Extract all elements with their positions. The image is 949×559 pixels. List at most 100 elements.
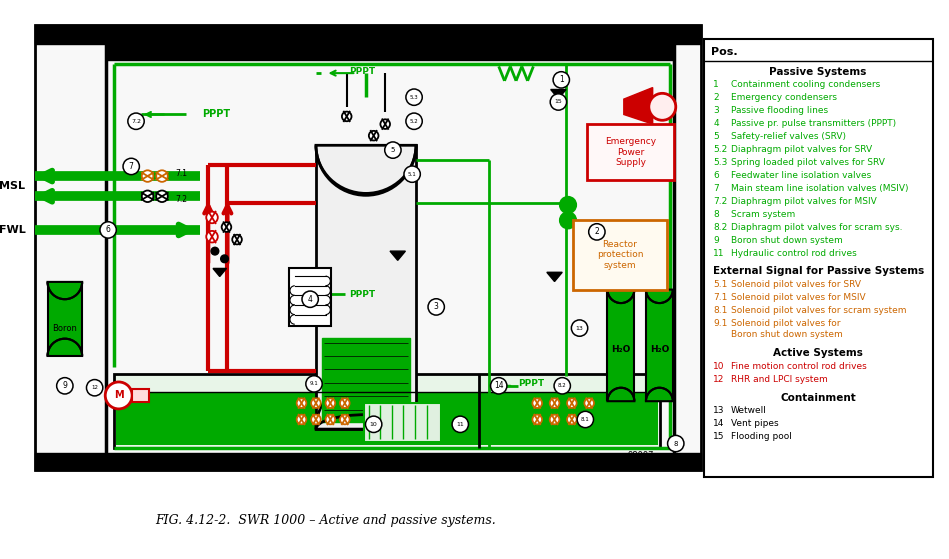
Text: 5.1: 5.1 bbox=[714, 280, 728, 290]
Circle shape bbox=[428, 299, 444, 315]
Text: 7.1: 7.1 bbox=[714, 293, 728, 302]
Text: Flooding pool: Flooding pool bbox=[731, 433, 791, 442]
Circle shape bbox=[452, 416, 469, 433]
Text: Emergency condensers: Emergency condensers bbox=[731, 93, 837, 102]
Wedge shape bbox=[607, 388, 634, 401]
Bar bbox=[35, 25, 700, 471]
Text: 9: 9 bbox=[714, 236, 719, 245]
Bar bbox=[322, 338, 410, 423]
Text: FWL: FWL bbox=[0, 225, 26, 235]
Text: FIG. 4.12-2.  SWR 1000 – Active and passive systems.: FIG. 4.12-2. SWR 1000 – Active and passi… bbox=[156, 514, 496, 527]
Polygon shape bbox=[550, 89, 567, 99]
Bar bbox=[646, 290, 673, 401]
Wedge shape bbox=[646, 388, 673, 401]
Text: 5.2: 5.2 bbox=[714, 145, 728, 154]
Text: 5.1: 5.1 bbox=[408, 172, 417, 177]
Text: 14: 14 bbox=[493, 381, 504, 390]
Text: 8.1: 8.1 bbox=[581, 417, 589, 422]
Text: 1: 1 bbox=[559, 75, 564, 84]
Text: 5.3: 5.3 bbox=[410, 94, 419, 100]
Bar bbox=[114, 375, 661, 448]
Circle shape bbox=[342, 112, 351, 121]
Text: 2: 2 bbox=[594, 228, 599, 236]
Text: 10: 10 bbox=[370, 422, 378, 427]
Circle shape bbox=[588, 224, 605, 240]
Text: 4: 4 bbox=[714, 119, 719, 128]
Text: 8: 8 bbox=[714, 210, 719, 219]
Text: 5: 5 bbox=[714, 132, 719, 141]
Text: Boron shut down system: Boron shut down system bbox=[731, 236, 843, 245]
Text: 9: 9 bbox=[63, 381, 67, 390]
Text: 5.3: 5.3 bbox=[714, 158, 728, 167]
Text: Hydraulic control rod drives: Hydraulic control rod drives bbox=[731, 249, 856, 258]
Text: Spring loaded pilot valves for SRV: Spring loaded pilot valves for SRV bbox=[731, 158, 884, 167]
Text: 6: 6 bbox=[714, 171, 719, 180]
Circle shape bbox=[141, 191, 154, 202]
Text: Pos.: Pos. bbox=[712, 47, 738, 57]
Circle shape bbox=[206, 231, 218, 243]
Text: 13: 13 bbox=[576, 325, 584, 330]
Circle shape bbox=[384, 142, 401, 158]
Text: Passive flooding lines: Passive flooding lines bbox=[731, 106, 828, 115]
Text: 8.2: 8.2 bbox=[558, 383, 567, 389]
Text: 7.2: 7.2 bbox=[131, 119, 141, 124]
Text: Scram system: Scram system bbox=[731, 210, 795, 219]
Circle shape bbox=[297, 415, 307, 424]
Text: 7.2: 7.2 bbox=[176, 195, 187, 203]
Text: H₂O: H₂O bbox=[611, 345, 631, 354]
Text: 2: 2 bbox=[714, 93, 719, 102]
Circle shape bbox=[57, 378, 73, 394]
Circle shape bbox=[123, 158, 140, 174]
Bar bbox=[35, 453, 700, 471]
Text: PPPT: PPPT bbox=[202, 110, 230, 120]
Circle shape bbox=[206, 212, 218, 223]
Text: Passive pr. pulse transmitters (PPPT): Passive pr. pulse transmitters (PPPT) bbox=[731, 119, 896, 128]
Bar bbox=[364, 403, 441, 442]
Text: 8.2: 8.2 bbox=[714, 223, 728, 232]
Text: 5.2: 5.2 bbox=[410, 119, 419, 124]
Text: 8.1: 8.1 bbox=[714, 306, 728, 315]
Text: Emergency
Power
Supply: Emergency Power Supply bbox=[605, 137, 656, 167]
Text: 15: 15 bbox=[554, 100, 562, 105]
Polygon shape bbox=[623, 88, 653, 124]
Wedge shape bbox=[47, 282, 83, 299]
Circle shape bbox=[560, 197, 576, 212]
Circle shape bbox=[571, 320, 587, 337]
Text: Diaphragm pilot valves for scram sys.: Diaphragm pilot valves for scram sys. bbox=[731, 223, 902, 232]
Wedge shape bbox=[607, 290, 634, 303]
Circle shape bbox=[560, 212, 576, 228]
Circle shape bbox=[532, 399, 542, 408]
Text: 8: 8 bbox=[674, 440, 678, 447]
Bar bbox=[116, 392, 659, 444]
Text: 15: 15 bbox=[714, 433, 725, 442]
Text: 13: 13 bbox=[714, 406, 725, 415]
Text: 11: 11 bbox=[714, 249, 725, 258]
Text: 7.1: 7.1 bbox=[176, 169, 187, 178]
Text: 6: 6 bbox=[105, 225, 111, 234]
Text: 12: 12 bbox=[714, 375, 725, 384]
Circle shape bbox=[306, 376, 323, 392]
Text: Containment cooling condensers: Containment cooling condensers bbox=[731, 80, 880, 89]
Bar bbox=[106, 44, 674, 60]
Polygon shape bbox=[547, 272, 562, 282]
Text: 14: 14 bbox=[493, 381, 504, 390]
Text: Containment: Containment bbox=[780, 392, 856, 402]
Text: Boron: Boron bbox=[52, 324, 77, 333]
Circle shape bbox=[553, 72, 569, 88]
Text: Reactor
protection
system: Reactor protection system bbox=[597, 240, 643, 270]
Circle shape bbox=[340, 399, 349, 408]
Circle shape bbox=[86, 380, 102, 396]
Circle shape bbox=[128, 113, 144, 130]
Text: Active Systems: Active Systems bbox=[773, 348, 863, 358]
Bar bbox=[289, 268, 331, 326]
Text: Main steam line isolation valves (MSIV): Main steam line isolation valves (MSIV) bbox=[731, 184, 908, 193]
Circle shape bbox=[365, 416, 381, 433]
Circle shape bbox=[141, 170, 154, 182]
Text: 9.1: 9.1 bbox=[714, 319, 728, 328]
Circle shape bbox=[297, 399, 307, 408]
Circle shape bbox=[233, 235, 242, 244]
Bar bbox=[132, 389, 150, 402]
Text: Boron shut down system: Boron shut down system bbox=[731, 330, 843, 339]
Text: 3: 3 bbox=[714, 106, 719, 115]
Circle shape bbox=[667, 435, 684, 452]
